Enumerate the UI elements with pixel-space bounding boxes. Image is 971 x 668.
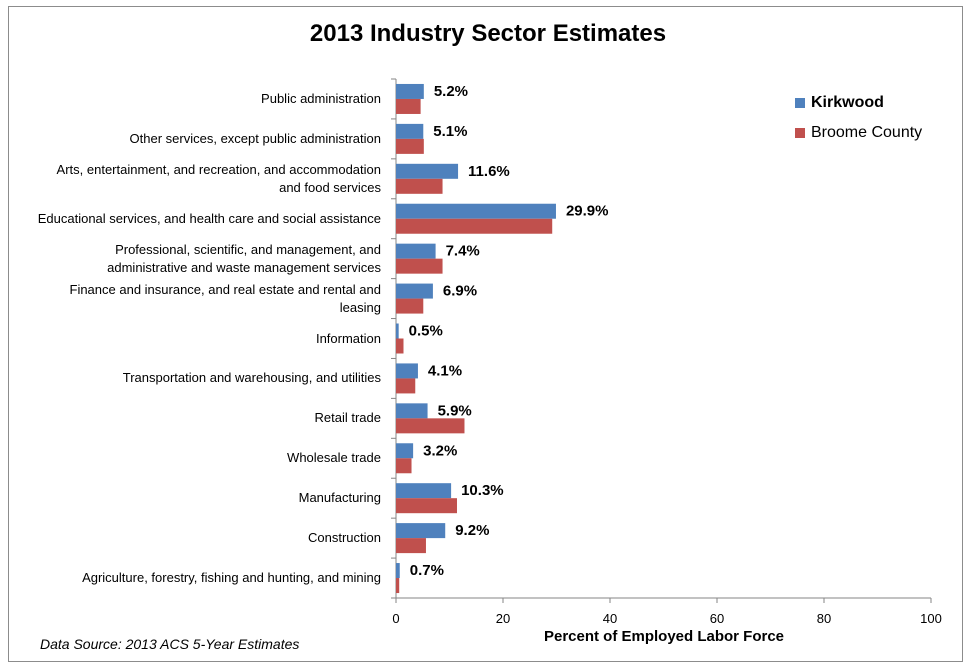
- data-label-kirkwood: 0.7%: [410, 562, 444, 579]
- data-label-kirkwood: 0.5%: [409, 323, 443, 340]
- category-label-line: Retail trade: [314, 410, 381, 426]
- data-label-kirkwood: 29.9%: [566, 203, 609, 220]
- data-label-kirkwood: 5.9%: [438, 402, 472, 419]
- legend-item-kirkwood: Kirkwood: [795, 88, 922, 118]
- data-label-kirkwood: 7.4%: [446, 243, 480, 260]
- category-label: Finance and insurance, and real estate a…: [11, 281, 382, 317]
- category-label-line: administrative and waste management serv…: [107, 259, 381, 275]
- data-label-kirkwood: 3.2%: [423, 442, 457, 459]
- legend-swatch-kirkwood: [795, 98, 805, 108]
- x-axis-title: Percent of Employed Labor Force: [543, 628, 785, 645]
- x-tick-label: 0: [392, 611, 399, 626]
- category-label: Public administration: [11, 90, 381, 108]
- bar-broome-county: [396, 378, 416, 394]
- data-label-kirkwood: 9.2%: [455, 522, 489, 539]
- bar-broome-county: [396, 178, 443, 194]
- bar-broome-county: [396, 98, 421, 114]
- x-tick-label: 100: [920, 611, 942, 626]
- category-label: Information: [11, 330, 381, 348]
- bar-kirkwood: [396, 283, 433, 299]
- category-label: Construction: [11, 529, 381, 547]
- category-label-line: and food services: [279, 179, 381, 195]
- data-label-kirkwood: 5.1%: [433, 123, 467, 140]
- data-label-kirkwood: 11.6%: [468, 163, 510, 180]
- bar-kirkwood: [396, 403, 428, 419]
- data-label-kirkwood: 4.1%: [428, 362, 462, 379]
- bar-broome-county: [396, 578, 400, 594]
- bar-broome-county: [396, 258, 443, 274]
- category-label: Agriculture, forestry, fishing and hunti…: [11, 569, 381, 587]
- x-tick-label: 20: [496, 611, 510, 626]
- category-label-line: Wholesale trade: [287, 450, 381, 466]
- bar-broome-county: [396, 418, 465, 434]
- category-label-line: Finance and insurance, and real estate a…: [69, 281, 382, 297]
- bar-kirkwood: [396, 363, 418, 379]
- category-label: Other services, except public administra…: [11, 130, 381, 148]
- category-label-line: Information: [315, 330, 381, 346]
- category-label-line: leasing: [339, 299, 381, 315]
- legend-swatch-broome-county: [795, 128, 805, 138]
- bar-broome-county: [396, 218, 553, 234]
- category-label-line: Other services, except public administra…: [129, 130, 381, 146]
- data-label-kirkwood: 5.2%: [434, 83, 468, 100]
- category-label: Manufacturing: [11, 489, 381, 507]
- bar-broome-county: [396, 498, 457, 514]
- category-label: Retail trade: [11, 409, 381, 427]
- bar-broome-county: [396, 538, 426, 554]
- category-label: Arts, entertainment, and recreation, and…: [11, 161, 381, 197]
- legend: Kirkwood Broome County: [795, 88, 922, 148]
- category-label-line: Agriculture, forestry, fishing and hunti…: [82, 570, 381, 586]
- bar-broome-county: [396, 138, 424, 154]
- data-label-kirkwood: 6.9%: [443, 283, 477, 300]
- data-source-note: Data Source: 2013 ACS 5-Year Estimates: [40, 636, 300, 652]
- legend-item-broome-county: Broome County: [795, 118, 922, 148]
- bar-kirkwood: [396, 323, 399, 339]
- bar-kirkwood: [396, 243, 436, 259]
- legend-label-kirkwood: Kirkwood: [811, 94, 884, 111]
- category-label: Wholesale trade: [11, 449, 381, 467]
- category-label-line: Professional, scientific, and management…: [115, 241, 381, 257]
- data-label-kirkwood: 10.3%: [461, 482, 504, 499]
- bar-kirkwood: [396, 523, 446, 539]
- category-label: Transportation and warehousing, and util…: [11, 369, 381, 387]
- bar-kirkwood: [396, 483, 452, 499]
- bar-kirkwood: [396, 443, 414, 459]
- bar-kirkwood: [396, 83, 424, 99]
- bar-broome-county: [396, 338, 404, 354]
- legend-label-broome-county: Broome County: [811, 124, 923, 141]
- bar-kirkwood: [396, 563, 400, 579]
- category-label: Educational services, and health care an…: [11, 210, 381, 228]
- bar-kirkwood: [396, 203, 556, 219]
- category-label-line: Construction: [308, 530, 381, 546]
- x-tick-label: 40: [603, 611, 617, 626]
- chart-title: 2013 Industry Sector Estimates: [309, 20, 667, 47]
- category-label: Professional, scientific, and management…: [11, 241, 381, 277]
- category-label-line: Arts, entertainment, and recreation, and…: [56, 161, 381, 177]
- x-tick-label: 60: [710, 611, 724, 626]
- chart-frame: [8, 6, 963, 662]
- category-label-line: Manufacturing: [298, 490, 381, 506]
- category-label-line: Educational services, and health care an…: [37, 210, 381, 226]
- x-tick-label: 80: [817, 611, 831, 626]
- category-label-line: Public administration: [261, 90, 381, 106]
- bar-kirkwood: [396, 163, 459, 179]
- bar-broome-county: [396, 298, 424, 314]
- bar-broome-county: [396, 458, 412, 474]
- bar-kirkwood: [396, 123, 424, 139]
- category-label-line: Transportation and warehousing, and util…: [122, 370, 381, 386]
